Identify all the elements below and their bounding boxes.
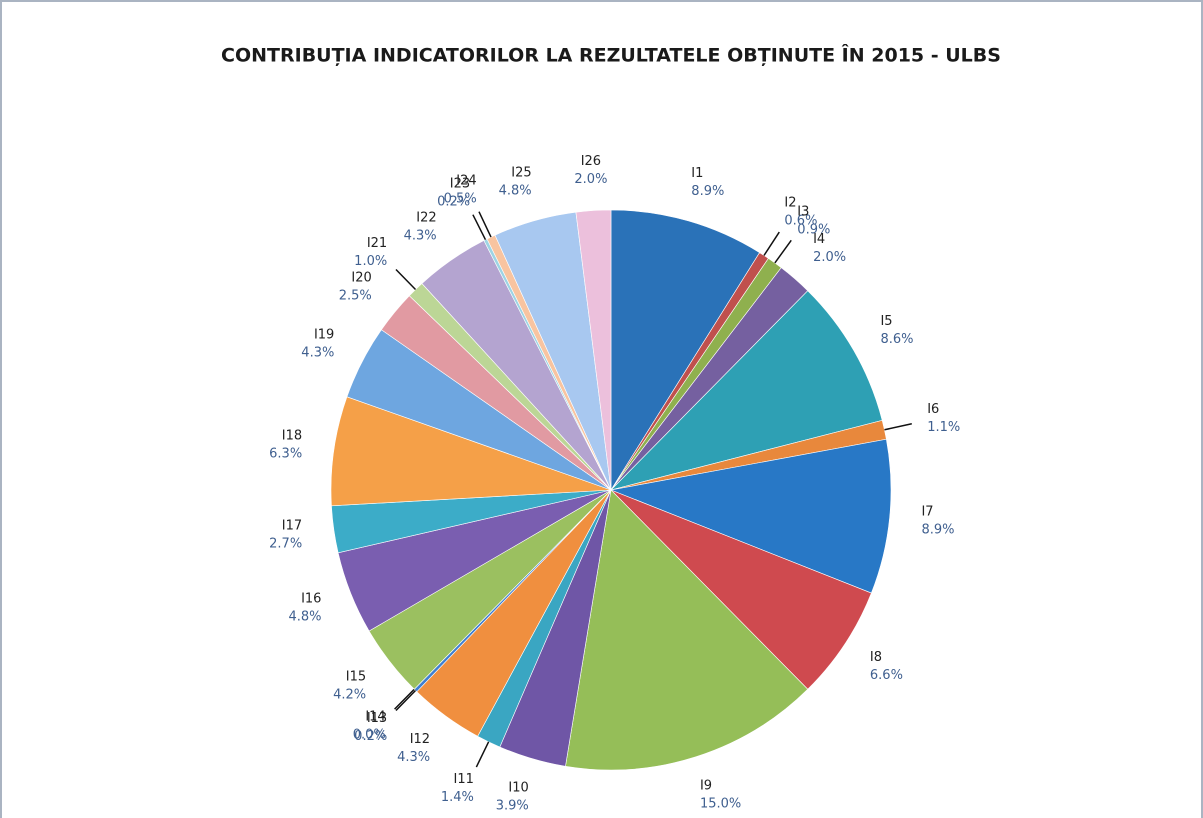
slice-value-label: 4.3%: [404, 229, 437, 244]
pie-slice: [609, 438, 892, 594]
slice-label: I18: [282, 428, 302, 443]
slice-label: I22: [416, 211, 436, 226]
slice-label: I4: [813, 232, 825, 247]
slice-value-label: 4.3%: [301, 345, 334, 360]
slice-label: I15: [346, 670, 366, 685]
slice-value-label: 4.3%: [397, 750, 430, 765]
leader-line: [774, 239, 792, 264]
slice-label: I8: [870, 650, 882, 665]
slice-label: I19: [314, 327, 334, 342]
slice-label: I11: [453, 772, 473, 787]
slice-label: I20: [351, 270, 371, 285]
pie-slice: [610, 489, 872, 690]
pie-slice: [565, 489, 809, 771]
leader-line: [475, 741, 490, 768]
slice-label: I13: [367, 711, 387, 726]
slice-value-label: 0.2%: [437, 195, 470, 210]
slice-value-label: 0.2%: [354, 729, 387, 744]
slice-value-label: 8.9%: [921, 523, 954, 538]
pie-slice: [610, 209, 760, 492]
leader-line: [395, 268, 417, 291]
slice-value-label: 4.2%: [333, 688, 366, 703]
pie-slice: [610, 290, 883, 491]
leader-line: [394, 688, 415, 710]
slice-label: I12: [410, 732, 430, 747]
slice-label: I26: [581, 154, 601, 169]
slice-label: I5: [880, 314, 892, 329]
slice-label: I23: [450, 177, 470, 192]
slice-label: I6: [927, 402, 939, 417]
slice-value-label: 0.0%: [353, 728, 386, 743]
slice-value-label: 2.5%: [339, 288, 372, 303]
chart-title: CONTRIBUȚIA INDICATORILOR LA REZULTATELE…: [221, 44, 1001, 67]
slice-value-label: 4.8%: [288, 609, 321, 624]
slice-label: I3: [797, 204, 809, 219]
pie-slice: [575, 209, 612, 491]
slice-label: I16: [301, 591, 321, 606]
slice-value-label: 1.4%: [441, 790, 474, 805]
slice-label: I14: [365, 710, 385, 725]
slice-value-label: 1.0%: [354, 254, 387, 269]
slice-label: I24: [456, 174, 476, 189]
slice-value-label: 8.6%: [880, 332, 913, 347]
slice-value-label: 2.7%: [269, 537, 302, 552]
slice-value-label: 4.8%: [499, 184, 532, 199]
slice-value-label: 6.6%: [870, 668, 903, 683]
leader-line: [395, 689, 417, 712]
slice-label: I21: [367, 236, 387, 251]
slice-label: I10: [508, 781, 528, 796]
slice-label: I9: [700, 778, 712, 793]
slice-value-label: 1.1%: [927, 420, 960, 435]
slice-value-label: 3.9%: [496, 799, 529, 814]
slice-label: I2: [784, 195, 796, 210]
slice-value-label: 8.9%: [691, 184, 724, 199]
slice-value-label: 2.0%: [574, 172, 607, 187]
slice-label: I1: [691, 166, 703, 181]
leader-line: [884, 423, 912, 431]
slice-label: I7: [921, 505, 933, 520]
slice-value-label: 0.6%: [784, 213, 817, 228]
leader-line: [472, 214, 487, 241]
slice-value-label: 15.0%: [700, 796, 741, 811]
slice-value-label: 0.5%: [444, 192, 477, 207]
slice-value-label: 6.3%: [269, 446, 302, 461]
leader-line: [763, 231, 780, 256]
slice-label: I25: [511, 166, 531, 181]
slice-value-label: 2.0%: [813, 250, 846, 265]
slice-label: I17: [282, 519, 302, 534]
leader-line: [478, 211, 492, 238]
slice-value-label: 0.9%: [797, 222, 830, 237]
